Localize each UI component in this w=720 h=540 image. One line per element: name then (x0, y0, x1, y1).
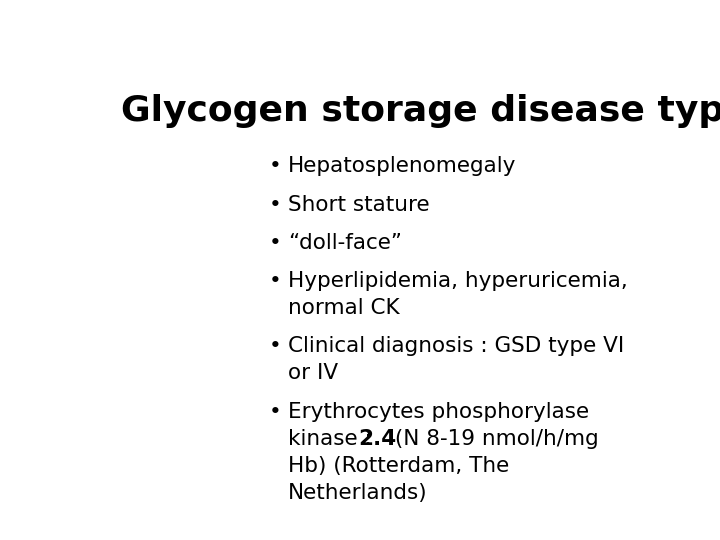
Text: Clinical diagnosis : GSD type VI: Clinical diagnosis : GSD type VI (288, 336, 624, 356)
Text: •: • (269, 402, 282, 422)
Text: Hepatosplenomegaly: Hepatosplenomegaly (288, 156, 516, 176)
Text: •: • (269, 336, 282, 356)
Text: •: • (269, 271, 282, 291)
Text: or IV: or IV (288, 363, 338, 383)
Text: •: • (269, 194, 282, 214)
Text: “doll-face”: “doll-face” (288, 233, 402, 253)
Text: •: • (269, 156, 282, 176)
Text: normal CK: normal CK (288, 298, 400, 318)
Text: Hb) (Rotterdam, The: Hb) (Rotterdam, The (288, 456, 509, 476)
Text: Netherlands): Netherlands) (288, 483, 428, 503)
Text: (N 8-19 nmol/h/mg: (N 8-19 nmol/h/mg (388, 429, 598, 449)
Text: Glycogen storage disease type IX: Glycogen storage disease type IX (121, 94, 720, 128)
Text: Short stature: Short stature (288, 194, 430, 214)
Text: •: • (269, 233, 282, 253)
Text: Hyperlipidemia, hyperuricemia,: Hyperlipidemia, hyperuricemia, (288, 271, 628, 291)
Text: Erythrocytes phosphorylase: Erythrocytes phosphorylase (288, 402, 589, 422)
Text: 2.4: 2.4 (359, 429, 397, 449)
Text: kinase :: kinase : (288, 429, 379, 449)
